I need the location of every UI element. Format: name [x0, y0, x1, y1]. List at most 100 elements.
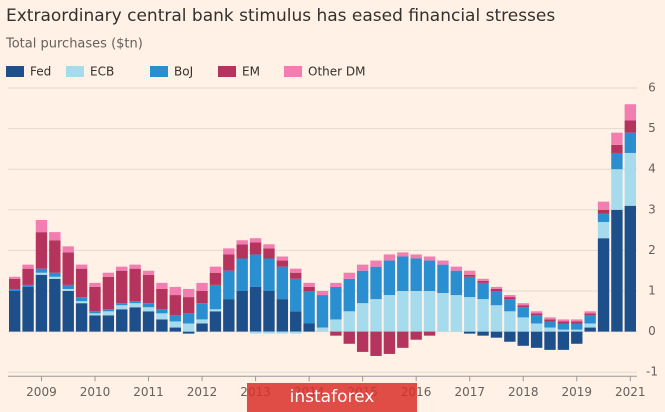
bar-segment [370, 299, 382, 332]
bar-segment [89, 315, 101, 332]
bar-segment [102, 309, 115, 312]
bar-segment [356, 303, 369, 332]
bar-segment [557, 323, 570, 330]
bar-segment [102, 272, 115, 277]
bar-segment [423, 256, 436, 261]
bar-segment [182, 331, 195, 334]
bar-segment [236, 258, 248, 291]
watermark-text: instaforex [290, 387, 375, 407]
bar-segment [343, 311, 355, 332]
bar-segment [196, 323, 208, 332]
bar-segment [290, 331, 302, 334]
bar-segment [9, 288, 21, 291]
bar-segment [330, 319, 342, 332]
bar-segment [410, 291, 422, 332]
bar-segment [9, 278, 21, 289]
bar-segment [276, 331, 289, 334]
bar-segment [504, 311, 516, 332]
bar-segment [62, 246, 74, 253]
bar-segment [343, 278, 355, 312]
bar-segment [611, 209, 623, 332]
legend-label: ECB [90, 65, 114, 79]
bar-segment [517, 305, 529, 308]
bar-segment [557, 329, 570, 332]
bar-segment [437, 260, 449, 265]
x-tick-label: 2017 [454, 385, 485, 399]
bar-segment [196, 282, 208, 291]
bar-segment [142, 307, 155, 312]
bar-segment [89, 286, 101, 312]
bar-segment [356, 270, 369, 304]
legend-label: EM [242, 65, 260, 79]
bar-segment [571, 323, 583, 330]
x-tick-label: 2009 [26, 385, 57, 399]
bar-segment [370, 266, 382, 300]
bar-segment [571, 321, 583, 324]
bar-segment [624, 104, 636, 121]
bar-segment [571, 331, 583, 344]
bar-segment [383, 260, 396, 296]
bar-segment [477, 282, 489, 300]
bar-segment [517, 317, 529, 332]
bar-segment [544, 317, 556, 320]
bar-segment [290, 272, 302, 279]
bar-segment [62, 291, 74, 332]
bar-segment [290, 278, 302, 312]
bar-segment [49, 276, 61, 279]
bar-segment [530, 323, 543, 332]
bar-segment [62, 252, 74, 285]
bar-segment [49, 272, 61, 277]
bar-segment [196, 291, 208, 304]
legend-swatch [150, 66, 168, 77]
bar-segment [196, 319, 208, 324]
bar-segment [450, 266, 463, 271]
legend-label: BoJ [174, 65, 193, 79]
bar-segment [49, 278, 61, 332]
x-tick-label: 2019 [562, 385, 593, 399]
x-tick-label: 2011 [133, 385, 164, 399]
bar-segment [504, 297, 516, 300]
bar-segment [62, 284, 74, 289]
bar-segment [129, 301, 141, 304]
bar-segment [477, 299, 489, 332]
bar-segment [557, 319, 570, 322]
bar-segment [330, 286, 342, 320]
bar-segment [89, 313, 101, 316]
bar-segment [544, 331, 556, 350]
bar-segment [584, 311, 596, 314]
bar-segment [75, 301, 88, 304]
bar-segment [624, 152, 636, 206]
bar-segment [89, 282, 101, 287]
bar-segment [477, 278, 489, 281]
bar-segment [464, 276, 476, 298]
bar-segment [544, 327, 556, 332]
bar-segment [249, 238, 262, 243]
bar-segment [169, 327, 181, 332]
bar-segment [75, 264, 88, 269]
y-tick-label: 5 [648, 121, 656, 135]
bar-segment [383, 331, 396, 354]
bar-segment [35, 232, 48, 269]
bar-segment [383, 295, 396, 332]
bar-segment [356, 264, 369, 271]
bar-segment [397, 252, 409, 257]
bar-segment [303, 282, 315, 287]
bar-segment [22, 264, 34, 269]
bar-segment [397, 256, 409, 291]
bar-segment [102, 311, 115, 316]
bar-segment [209, 284, 222, 310]
bar-segment [584, 323, 596, 328]
bar-segment [156, 309, 168, 314]
bar-segment [383, 254, 396, 261]
bar-segment [236, 240, 248, 245]
bar-segment [116, 303, 128, 306]
chart-subtitle: Total purchases ($tn) [5, 37, 143, 52]
bar-segment [169, 286, 181, 296]
y-tick-label: 0 [648, 324, 656, 338]
bar-segment [530, 313, 543, 316]
bar-segment [223, 248, 235, 255]
bar-segment [276, 266, 289, 300]
bar-segment [584, 327, 596, 332]
bar-segment [249, 331, 262, 334]
bar-segment [75, 297, 88, 302]
